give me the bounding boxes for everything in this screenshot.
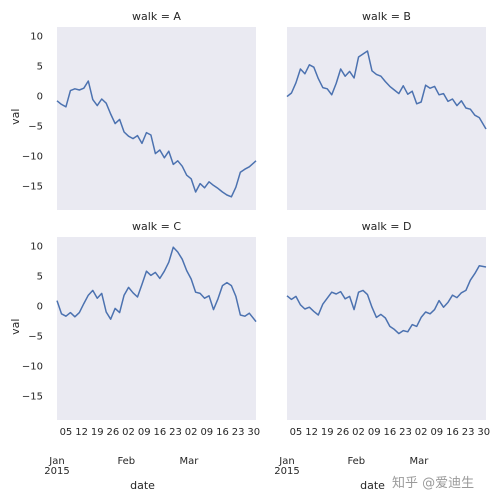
y-tick-label: 0 — [37, 302, 43, 313]
x-tick-day-label: 05 — [60, 427, 73, 438]
x-tick-day-label: 26 — [337, 427, 350, 438]
x-tick-day-label: 12 — [305, 427, 318, 438]
x-tick-day-label: 23 — [232, 427, 245, 438]
y-tick-label: 10 — [30, 242, 43, 253]
y-tick-label: −10 — [22, 362, 43, 373]
series-line — [286, 50, 487, 130]
x-tick-day-label: 19 — [91, 427, 104, 438]
panel-background — [57, 27, 256, 210]
x-tick-day-label: 30 — [477, 427, 490, 438]
panel-title: walk = B — [362, 10, 411, 23]
panel-background — [287, 27, 486, 210]
x-tick-month-label: Mar — [179, 456, 199, 467]
watermark-text: 知乎 @爱迪生 — [392, 476, 475, 491]
x-tick-day-label: 16 — [216, 427, 229, 438]
x-tick-day-label: 02 — [185, 427, 198, 438]
panel-title: walk = C — [132, 220, 181, 233]
y-axis-label: val — [9, 109, 22, 125]
x-tick-day-label: 12 — [75, 427, 88, 438]
x-tick-day-label: 09 — [138, 427, 151, 438]
x-axis-label: date — [130, 479, 155, 492]
series-line — [56, 80, 257, 198]
x-tick-day-label: 23 — [169, 427, 182, 438]
y-axis-label: val — [9, 319, 22, 335]
y-tick-label: −5 — [28, 122, 43, 133]
panel-title: walk = A — [132, 10, 181, 23]
y-tick-label: −15 — [22, 182, 43, 193]
x-tick-day-label: 16 — [383, 427, 396, 438]
x-tick-month-label: Mar — [409, 456, 429, 467]
x-tick-year-label: 2015 — [44, 466, 69, 477]
x-tick-day-label: 09 — [430, 427, 443, 438]
x-tick-month-label: Feb — [347, 456, 365, 467]
y-tick-label: −5 — [28, 332, 43, 343]
y-tick-label: 0 — [37, 92, 43, 103]
y-tick-label: 5 — [37, 272, 43, 283]
x-tick-month-label: Jan — [278, 456, 294, 467]
x-tick-month-label: Feb — [117, 456, 135, 467]
x-tick-day-label: 02 — [415, 427, 428, 438]
x-tick-day-label: 19 — [321, 427, 334, 438]
x-tick-day-label: 02 — [122, 427, 135, 438]
y-tick-label: 5 — [37, 62, 43, 73]
x-tick-day-label: 23 — [462, 427, 475, 438]
x-tick-day-label: 26 — [107, 427, 120, 438]
y-tick-label: −10 — [22, 152, 43, 163]
x-tick-day-label: 02 — [352, 427, 365, 438]
x-tick-day-label: 09 — [200, 427, 213, 438]
y-tick-label: 10 — [30, 32, 43, 43]
panel-background — [287, 237, 486, 420]
x-tick-day-label: 30 — [247, 427, 260, 438]
x-tick-month-label: Jan — [48, 456, 64, 467]
y-tick-label: −15 — [22, 392, 43, 403]
series-line — [286, 265, 487, 335]
x-axis-label: date — [360, 479, 385, 492]
x-tick-year-label: 2015 — [274, 466, 299, 477]
x-tick-day-label: 09 — [368, 427, 381, 438]
x-tick-day-label: 05 — [290, 427, 303, 438]
panel-title: walk = D — [362, 220, 412, 233]
series-line — [56, 246, 257, 323]
x-tick-day-label: 23 — [399, 427, 412, 438]
panel-background — [57, 237, 256, 420]
x-tick-day-label: 16 — [446, 427, 459, 438]
x-tick-day-label: 16 — [153, 427, 166, 438]
